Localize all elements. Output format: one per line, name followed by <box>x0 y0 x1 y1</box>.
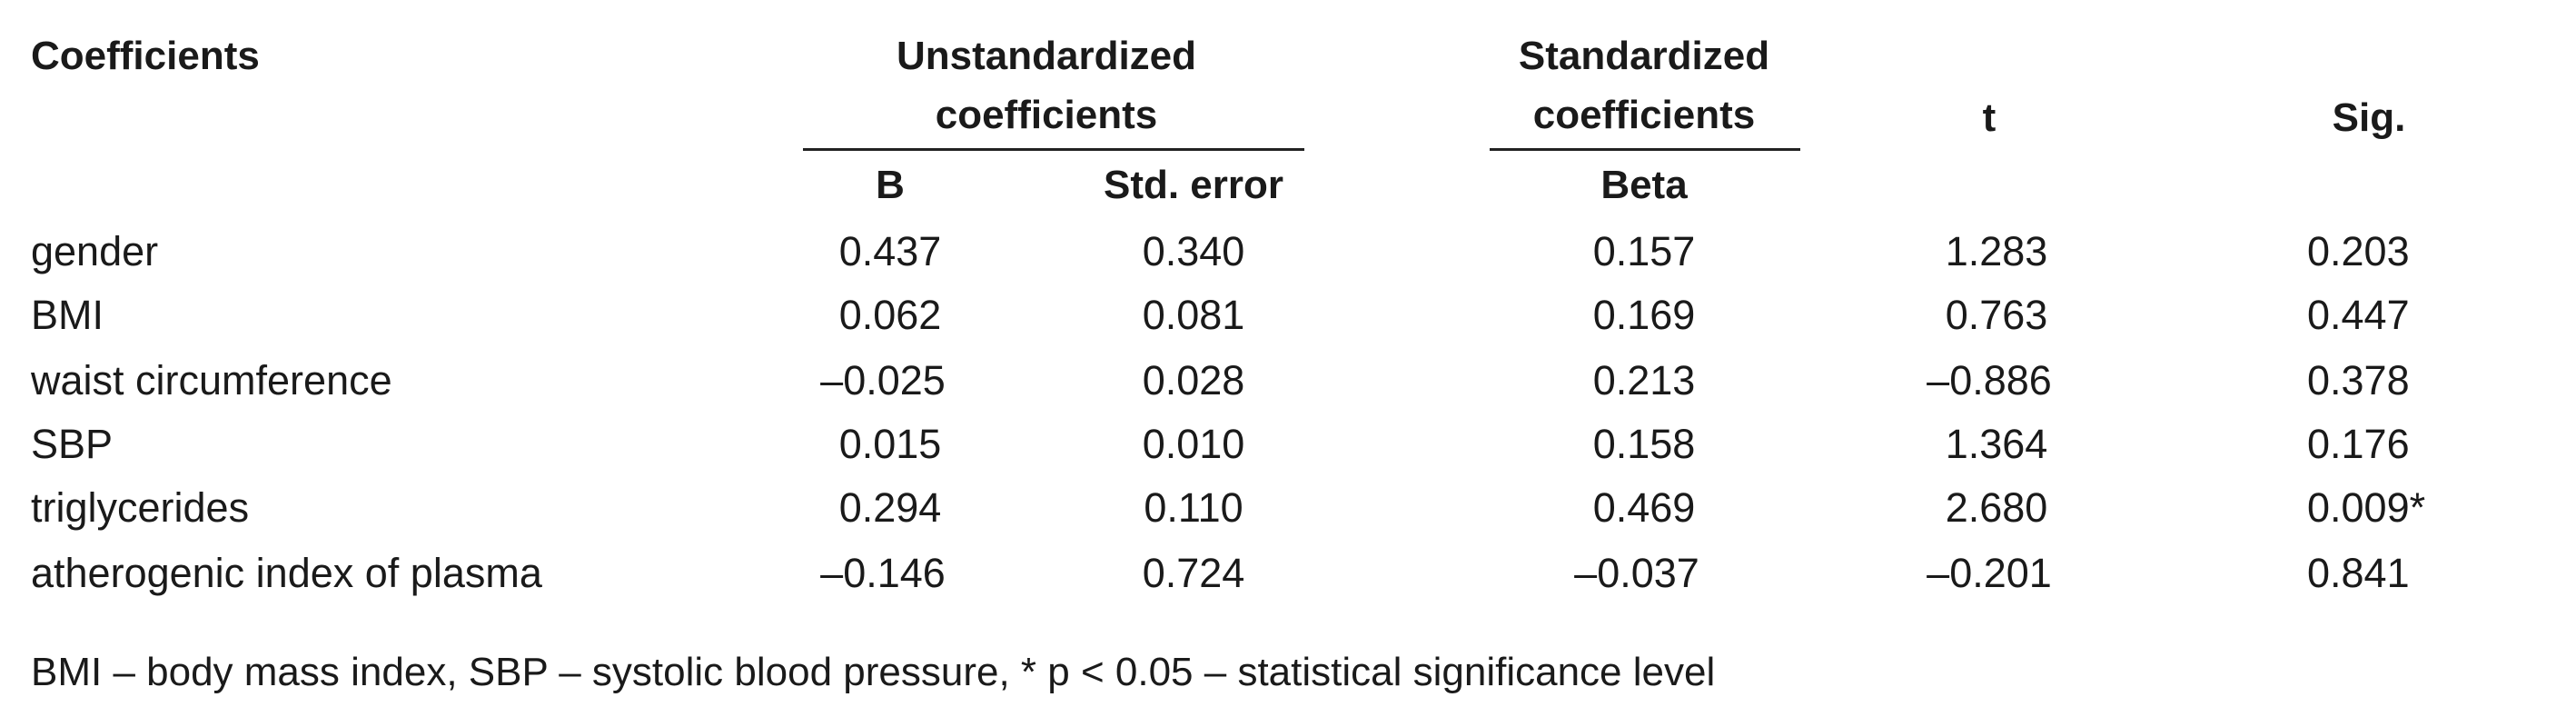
cell-b: 0.294 <box>838 484 942 531</box>
cell-std-error: 0.110 <box>1144 484 1243 531</box>
row-label: BMI <box>31 292 104 338</box>
cell-t: 1.364 <box>1945 421 2048 467</box>
cell-t: –0.886 <box>1927 357 2052 403</box>
cell-beta: 0.169 <box>1592 292 1696 338</box>
row-label: waist circumference <box>31 357 392 403</box>
cell-sig: 0.447 <box>2307 292 2410 338</box>
row-label: atherogenic index of plasma <box>31 550 542 596</box>
cell-t: 1.283 <box>1945 228 2048 274</box>
header-standardized-line2: coefficients <box>1532 93 1756 137</box>
table-footnote: BMI – body mass index, SBP – systolic bl… <box>31 650 1716 694</box>
cell-b: 0.062 <box>838 292 942 338</box>
cell-std-error: 0.010 <box>1142 421 1245 467</box>
row-label: SBP <box>31 421 114 467</box>
row-label: triglycerides <box>31 484 250 531</box>
cell-b: 0.437 <box>838 228 942 274</box>
cell-beta: 0.213 <box>1592 357 1696 403</box>
header-unstandardized-line2: coefficients <box>935 93 1158 137</box>
cell-sig: 0.841 <box>2307 550 2410 596</box>
cell-std-error: 0.724 <box>1142 550 1245 596</box>
row-label: gender <box>31 228 159 274</box>
cell-sig: 0.176 <box>2307 421 2410 467</box>
cell-beta: 0.157 <box>1592 228 1696 274</box>
cell-b: 0.015 <box>838 421 942 467</box>
standardized-rule <box>1490 148 1800 151</box>
cell-beta: 0.469 <box>1592 484 1696 531</box>
cell-std-error: 0.081 <box>1142 292 1245 338</box>
cell-b: –0.146 <box>820 550 946 596</box>
cell-std-error: 0.028 <box>1142 357 1245 403</box>
header-coefficients: Coefficients <box>31 34 260 78</box>
cell-std-error: 0.340 <box>1142 228 1245 274</box>
header-sig: Sig. <box>2332 95 2406 140</box>
header-std-error: Std. error <box>1103 163 1284 207</box>
header-standardized-line1: Standardized <box>1518 34 1770 78</box>
header-b: B <box>876 163 905 207</box>
cell-b: –0.025 <box>820 357 946 403</box>
cell-beta: –0.037 <box>1574 550 1699 596</box>
cell-sig: 0.378 <box>2307 357 2410 403</box>
cell-t: –0.201 <box>1927 550 2052 596</box>
header-unstandardized-line1: Unstandardized <box>896 34 1197 78</box>
cell-t: 2.680 <box>1945 484 2048 531</box>
unstandardized-rule <box>803 148 1304 151</box>
header-t: t <box>1982 95 1996 140</box>
header-beta: Beta <box>1600 163 1688 207</box>
cell-sig: 0.009* <box>2307 484 2426 531</box>
cell-sig: 0.203 <box>2307 228 2410 274</box>
cell-beta: 0.158 <box>1592 421 1696 467</box>
cell-t: 0.763 <box>1945 292 2048 338</box>
